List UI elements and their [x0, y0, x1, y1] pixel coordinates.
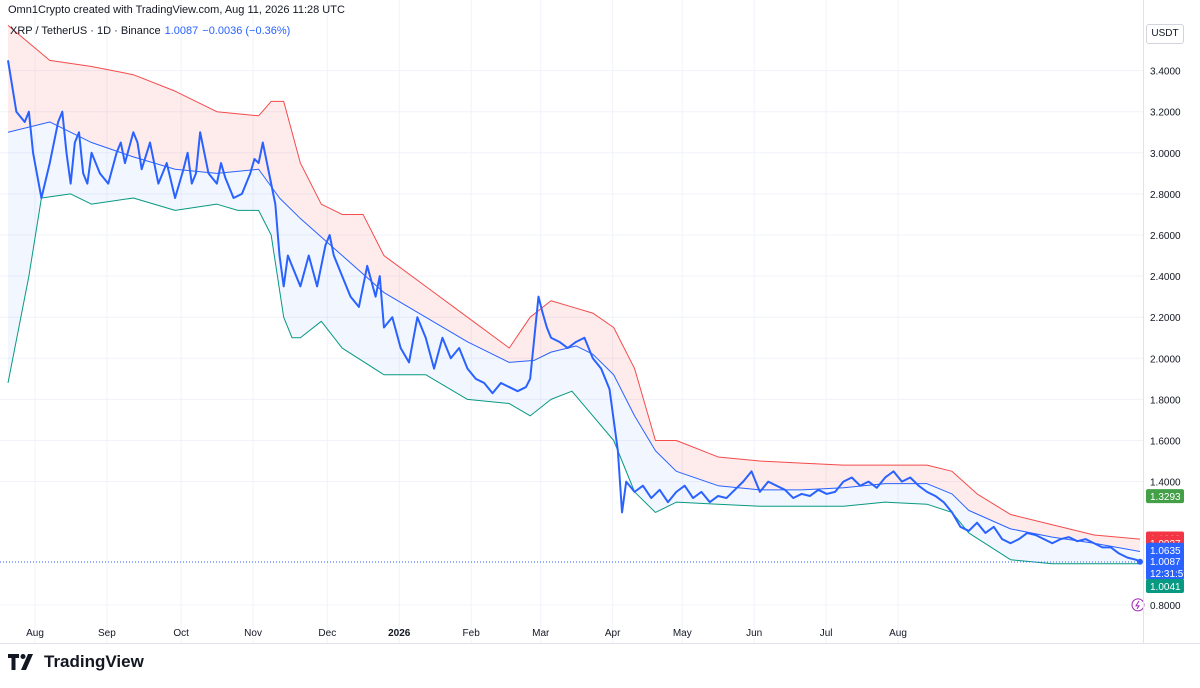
price-tag — [1146, 566, 1184, 581]
upper-band-fill — [8, 25, 1140, 552]
y-tick-label: 2.8000 — [1150, 190, 1181, 201]
x-tick-label: Feb — [463, 628, 481, 639]
currency-selector[interactable]: USDT — [1146, 24, 1184, 44]
y-tick-label: 1.6000 — [1150, 437, 1181, 448]
upper-band-line — [7, 25, 1141, 540]
price-tag — [1146, 554, 1184, 569]
band-fills — [8, 25, 1140, 564]
x-tick-label: Aug — [26, 628, 44, 639]
price-line — [7, 60, 1141, 563]
y-tick-label: 3.2000 — [1150, 108, 1181, 119]
price-tag — [1146, 489, 1184, 504]
lower-band-fill — [8, 121, 1140, 564]
y-tick-label: 2.0000 — [1150, 354, 1181, 365]
x-axis: Aug Sep Oct Nov Dec 2026 Feb Mar Apr May Jun Jul Aug — [26, 628, 907, 639]
y-tick-label: 3.4000 — [1150, 67, 1181, 78]
x-tick-label: Aug — [889, 628, 907, 639]
lower-band-line — [7, 193, 1140, 565]
y-tick-label: 1.8000 — [1150, 395, 1181, 406]
x-tick-label: Jun — [746, 628, 762, 639]
price-tag-label: 1.3293 — [1150, 492, 1181, 503]
basis-line — [7, 121, 1141, 552]
price-tag-label: 1.0635 — [1150, 546, 1181, 557]
y-tick-label: 0.8000 — [1150, 601, 1181, 612]
x-tick-label: Jul — [820, 628, 833, 639]
x-tick-label: Oct — [173, 628, 189, 639]
y-axis: 3.4000 3.2000 3.0000 2.8000 2.6000 2.4000 2.20… — [1150, 67, 1181, 612]
alert-lightning-icon — [1131, 598, 1145, 612]
x-tick-label: Dec — [318, 628, 336, 639]
y-tick-label: 1.4000 — [1150, 478, 1181, 489]
series-lines — [0, 25, 1143, 565]
y-tick-label: 2.4000 — [1150, 272, 1181, 283]
brand-name: TradingView — [44, 652, 144, 671]
x-tick-label: Sep — [98, 628, 116, 639]
price-chart[interactable]: 3.4000 3.2000 3.0000 2.8000 2.6000 2.4000 2.20… — [0, 0, 1200, 643]
y-tick-label: 2.6000 — [1150, 231, 1181, 242]
footer-divider — [0, 643, 1200, 644]
tradingview-logo-icon — [8, 654, 33, 670]
price-change: −0.0036 (−0.36%) — [202, 25, 291, 37]
x-tick-label: Apr — [605, 628, 621, 639]
last-price-dot — [1137, 558, 1143, 565]
x-tick-label: 2026 — [388, 628, 411, 639]
y-tick-label: 3.0000 — [1150, 149, 1181, 160]
chart-grid — [0, 0, 1143, 643]
symbol-legend[interactable]: XRP / TetherUS · 1D · Binance 1.0087 −0.… — [10, 25, 290, 37]
x-tick-label: Nov — [244, 628, 262, 639]
x-tick-label: May — [673, 628, 692, 639]
last-price: 1.0087 — [164, 25, 199, 37]
price-axis-separator — [1143, 0, 1144, 643]
price-tag-label: 1.0087 — [1150, 557, 1181, 568]
chart-caption: Omn1Crypto created with TradingView.com,… — [8, 4, 345, 16]
brand: TradingView — [8, 652, 144, 672]
price-tag — [1146, 579, 1184, 594]
price-tag-label: 1.0041 — [1150, 582, 1181, 593]
y-tick-label: 2.2000 — [1150, 313, 1181, 324]
price-labels: 1.32931.12291.09271.06351.008712:31:591.… — [1131, 489, 1189, 612]
symbol-label: XRP / TetherUS · 1D · Binance — [10, 25, 161, 37]
price-tag-label: 12:31:59 — [1150, 569, 1189, 580]
price-tag — [1146, 542, 1184, 557]
x-tick-label: Mar — [532, 628, 550, 639]
